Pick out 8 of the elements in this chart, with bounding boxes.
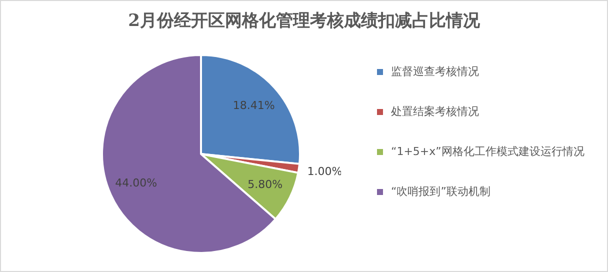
legend-label: 监督巡查考核情况 [391, 65, 479, 78]
data-label: 44.00% [115, 176, 158, 190]
legend-label: “1+5+x”网格化工作模式建设运行情况 [391, 145, 584, 158]
data-label: 5.80% [248, 178, 283, 192]
legend-label: “吹哨报到”联动机制 [391, 185, 490, 198]
data-label: 18.41% [232, 99, 275, 112]
chart-title: 2月份经开区网格化管理考核成绩扣减占比情况 [127, 10, 481, 32]
legend-label: 处置结案考核情况 [391, 105, 479, 118]
